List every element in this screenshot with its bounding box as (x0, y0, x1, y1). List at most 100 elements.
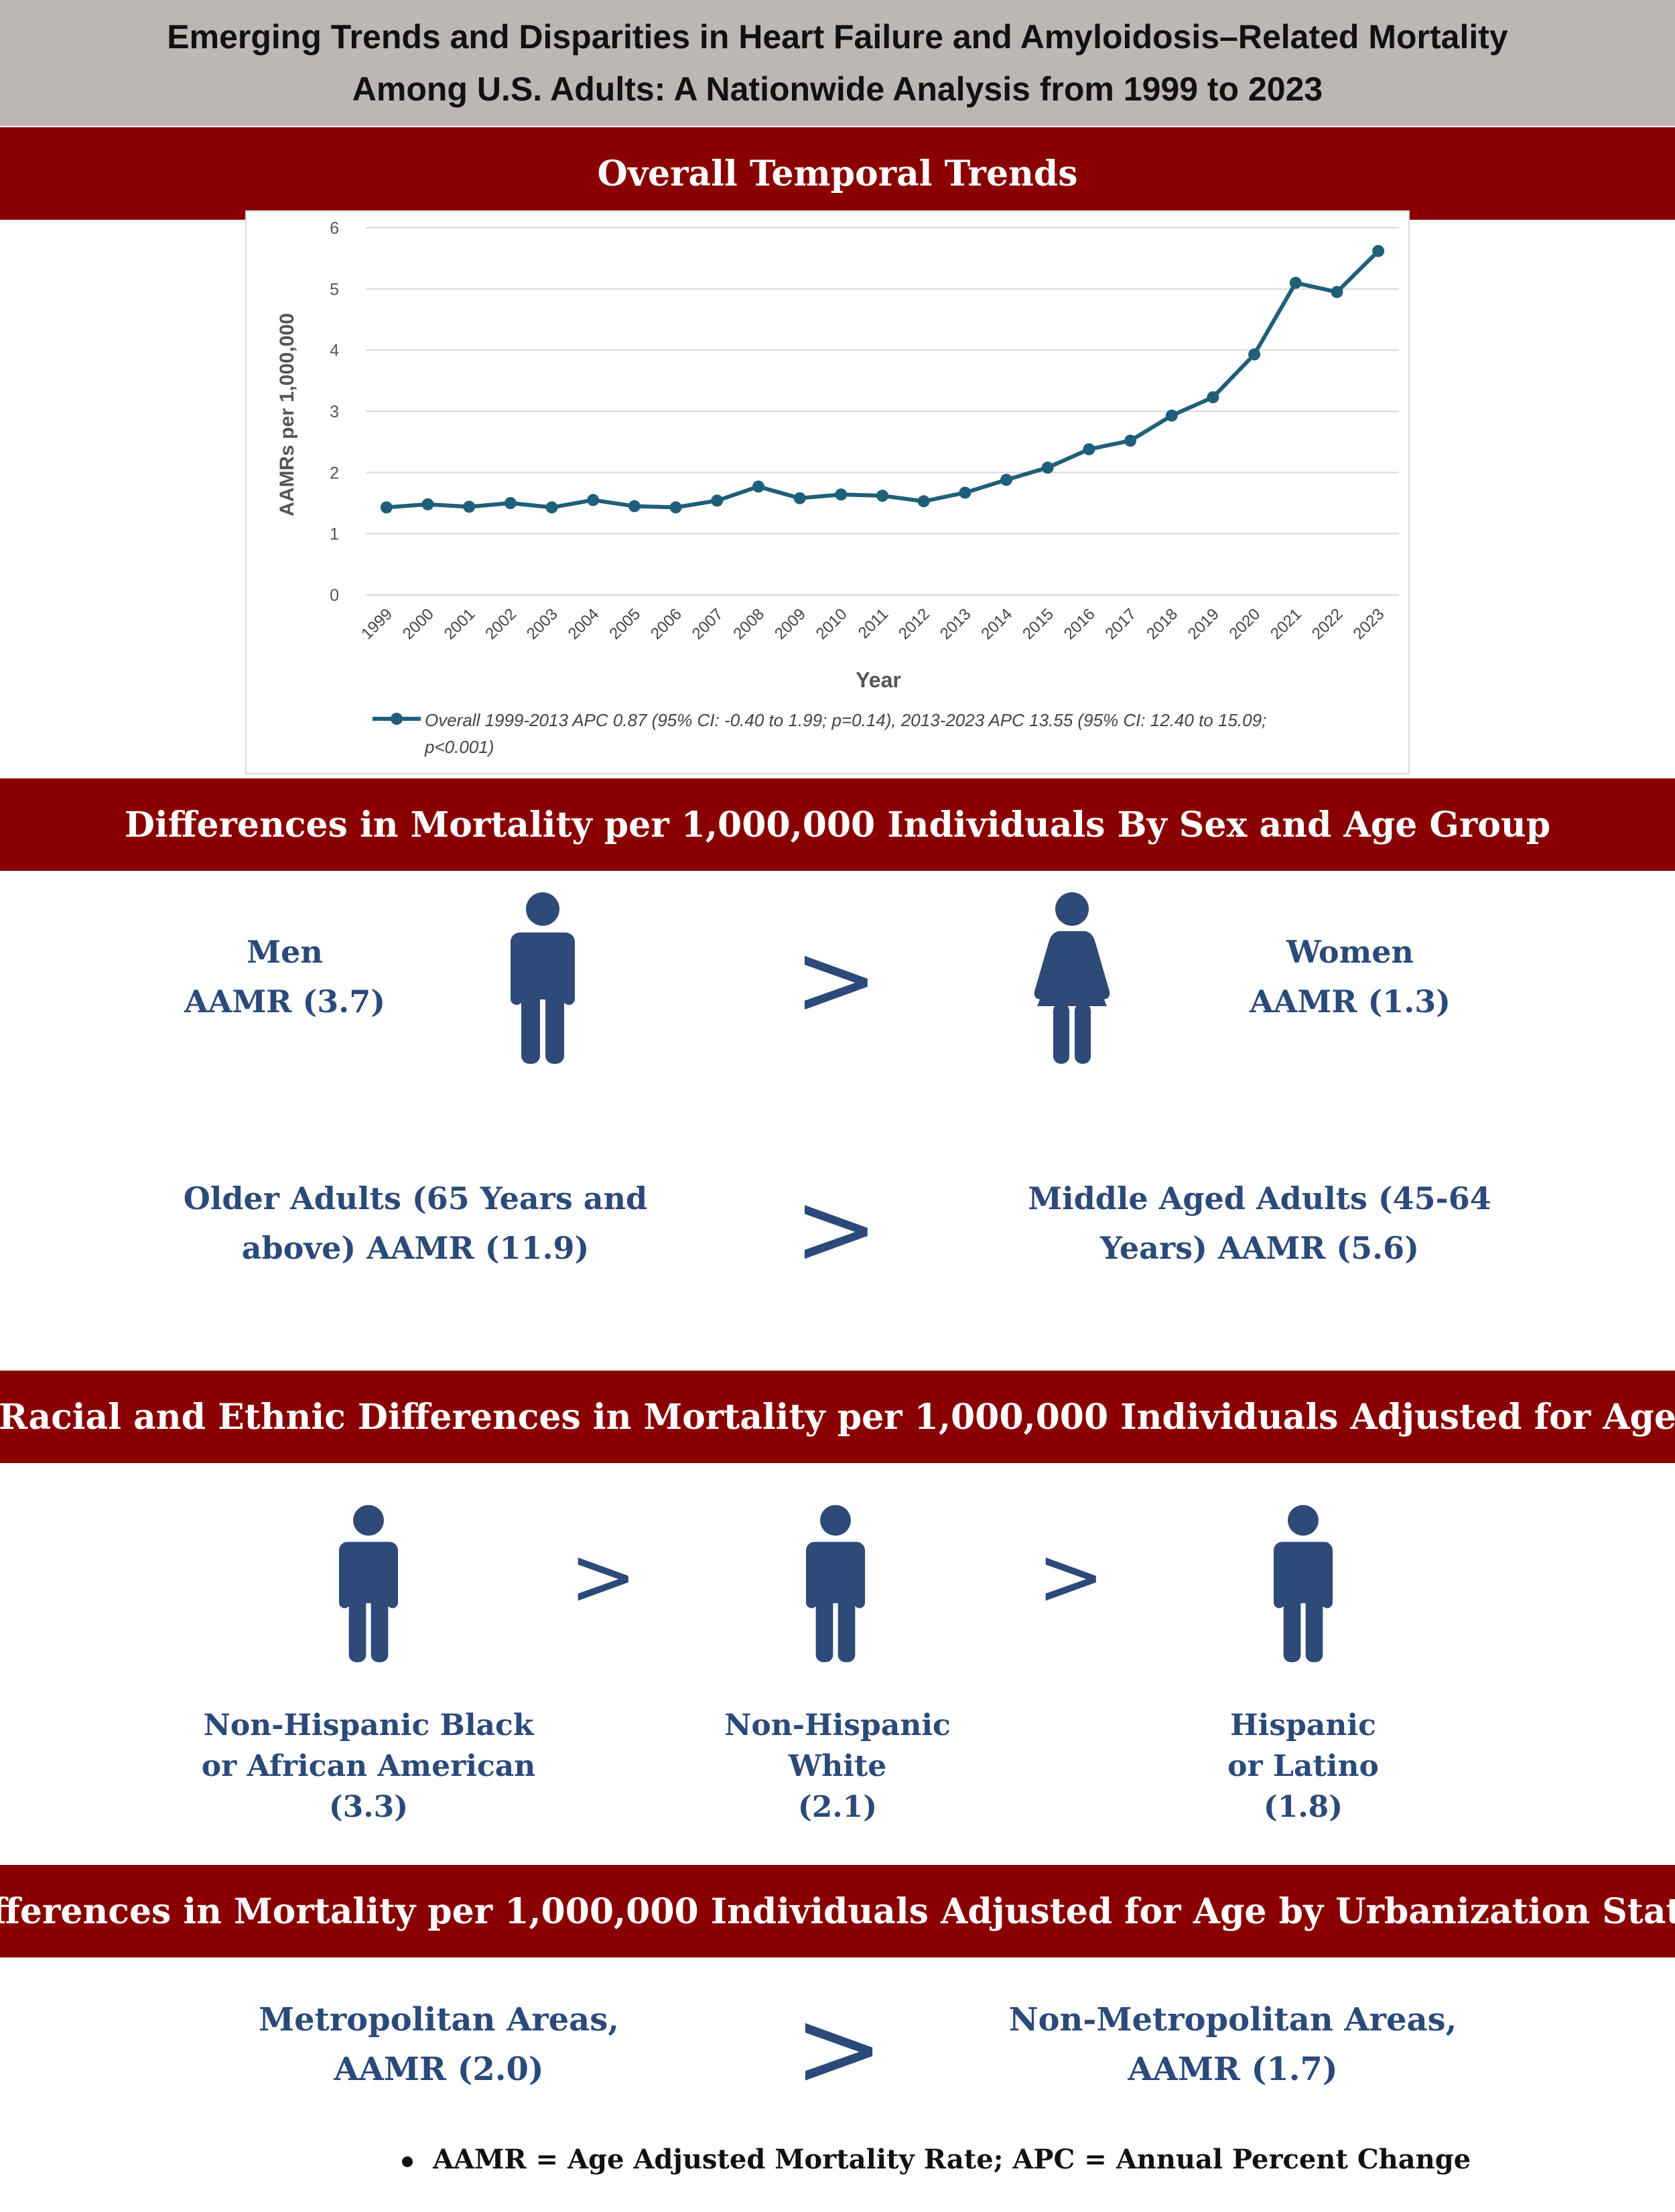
race-white-line-1: Non-Hispanic (724, 1708, 951, 1742)
data-point (421, 498, 434, 510)
race-group-hispanic: Hispanic or Latino (1.8) (1136, 1705, 1471, 1827)
data-point (545, 501, 558, 514)
race-hispanic-line-1: Hispanic (1230, 1708, 1376, 1742)
x-tick-label: 2006 (647, 605, 685, 643)
x-tick-label: 2007 (689, 605, 727, 643)
bullet-icon (402, 2156, 413, 2167)
footnote: AAMR = Age Adjusted Mortality Rate; APC … (402, 2144, 1471, 2175)
data-point (463, 500, 476, 513)
line-chart: 0 1 2 3 4 5 6 1999 2000 2001 2002 2003 2004 2005 2006… (276, 219, 1399, 757)
x-tick-label: 2014 (978, 605, 1016, 643)
race-black-value: (3.3) (328, 1790, 409, 1824)
age-comparator: > (794, 1171, 878, 1288)
data-point (1000, 474, 1013, 486)
data-point (1041, 462, 1054, 474)
x-tick-label: 2004 (565, 605, 603, 643)
data-point (876, 490, 888, 502)
x-tick-label: 2001 (441, 605, 479, 643)
data-point (1165, 409, 1178, 422)
metro-block: Metropolitan Areas, AAMR (2.0) (255, 1995, 623, 2094)
y-tick-label: 5 (330, 280, 339, 299)
y-tick-label: 0 (330, 586, 339, 605)
y-tick-label: 1 (330, 525, 339, 544)
nonmetro-line-1: Non-Metropolitan Areas, (1008, 2001, 1457, 2038)
x-tick-label: 2008 (730, 605, 768, 643)
y-tick-label: 3 (330, 403, 339, 421)
x-tick-label: 2019 (1185, 605, 1223, 643)
chart-frame (245, 210, 1410, 774)
data-point (752, 480, 764, 493)
older-adults-line-1: Older Adults (65 Years and (183, 1180, 648, 1217)
section-header-urban: Differences in Mortality per 1,000,000 I… (0, 1865, 1675, 1957)
x-tick-label: 2018 (1143, 605, 1181, 643)
x-tick-label: 2010 (813, 605, 851, 643)
y-axis-label: AAMRs per 1,000,000 (276, 313, 298, 516)
data-point (1207, 391, 1219, 403)
legend-text-line-1: Overall 1999-2013 APC 0.87 (95% CI: -0.4… (425, 710, 1266, 730)
women-aamr: AAMR (1.3) (1249, 983, 1451, 1020)
y-tick-label: 2 (330, 464, 339, 482)
nonmetro-line-2: AAMR (1.7) (1128, 2051, 1338, 2088)
middle-aged-line-1: Middle Aged Adults (45-64 (1028, 1180, 1491, 1217)
men-label-block: Men AAMR (3.7) (154, 927, 415, 1026)
title-bar: Emerging Trends and Disparities in Heart… (0, 0, 1675, 126)
x-tick-label: 2017 (1101, 605, 1140, 643)
x-tick-label: 2020 (1226, 605, 1264, 643)
x-tick-label: 2016 (1061, 605, 1099, 643)
x-tick-label: 2023 (1350, 605, 1388, 643)
legend-text-line-2: p<0.001) (424, 737, 494, 757)
x-tick-label: 2013 (937, 605, 975, 643)
race-group-white: Non-Hispanic White (2.1) (670, 1705, 1005, 1827)
race-comparator-2: > (1037, 1531, 1105, 1624)
x-tick-label: 2012 (895, 605, 933, 643)
data-point (1372, 245, 1385, 257)
data-point (628, 500, 641, 512)
x-tick-label: 2022 (1309, 605, 1347, 643)
data-point (504, 497, 517, 509)
man-icon (511, 892, 575, 1064)
section-header-temporal: Overall Temporal Trends (0, 127, 1675, 220)
data-point (669, 501, 682, 514)
section-header-sex-age: Differences in Mortality per 1,000,000 I… (0, 778, 1675, 871)
race-black-line-2: or African American (201, 1749, 536, 1783)
urban-comparator: > (794, 1986, 884, 2111)
x-tick-label: 1999 (358, 605, 396, 643)
hispanic-group-person-icon (1274, 1505, 1333, 1663)
data-point (380, 501, 393, 514)
section-title-temporal: Overall Temporal Trends (597, 153, 1078, 194)
data-point (1083, 443, 1095, 456)
x-axis-label: Year (856, 668, 901, 692)
older-adults-block: Older Adults (65 Years and above) AAMR (… (154, 1174, 677, 1273)
x-tick-label: 2005 (606, 605, 644, 643)
data-point (711, 494, 724, 507)
men-label: Men (247, 934, 323, 970)
section-title-urban: Differences in Mortality per 1,000,000 I… (0, 1890, 1675, 1932)
woman-icon (1034, 892, 1110, 1064)
race-black-line-1: Non-Hispanic Black (203, 1708, 534, 1742)
data-point (959, 486, 972, 499)
x-tick-label: 2011 (855, 605, 892, 642)
women-label: Women (1286, 934, 1414, 970)
legend: Overall 1999-2013 APC 0.87 (95% CI: -0.4… (373, 710, 1266, 757)
x-tick-label: 2021 (1267, 605, 1305, 643)
middle-aged-block: Middle Aged Adults (45-64 Years) AAMR (5… (992, 1174, 1528, 1273)
metro-line-1: Metropolitan Areas, (259, 2001, 619, 2038)
y-tick-label: 4 (330, 342, 339, 360)
sex-comparator: > (794, 922, 878, 1038)
section-title-sex-age: Differences in Mortality per 1,000,000 I… (124, 804, 1551, 845)
black-group-person-icon (339, 1505, 398, 1663)
title-line-2: Among U.S. Adults: A Nationwide Analysis… (352, 70, 1323, 108)
data-point (587, 494, 600, 506)
data-point (917, 495, 930, 508)
data-point (1331, 285, 1343, 298)
x-tick-label: 2009 (771, 605, 809, 643)
data-point (1248, 348, 1261, 361)
race-white-line-2: White (788, 1749, 887, 1783)
legend-marker (391, 713, 403, 725)
section-header-race: Racial and Ethnic Differences in Mortali… (0, 1371, 1675, 1463)
x-tick-label: 2002 (482, 605, 520, 643)
women-label-block: Women AAMR (1.3) (1219, 927, 1481, 1026)
data-point (1289, 277, 1302, 289)
title-line-1: Emerging Trends and Disparities in Heart… (167, 18, 1508, 56)
race-comparator-1: > (570, 1531, 637, 1624)
